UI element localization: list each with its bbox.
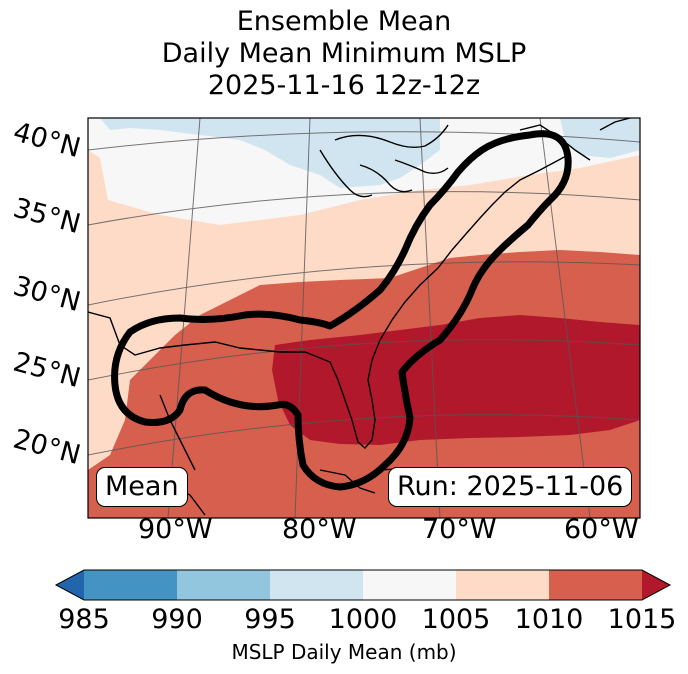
title-line-3: 2025-11-16 12z-12z	[207, 70, 481, 101]
colorbar-label: MSLP Daily Mean (mb)	[231, 640, 457, 664]
colorbar-tick-995: 995	[244, 604, 296, 635]
lon-label-80w: 80°W	[282, 514, 357, 545]
colorbar-segment	[549, 570, 643, 600]
colorbar-extend-low	[56, 570, 84, 600]
colorbar-segment	[84, 570, 178, 600]
run-date-box: Run: 2025-11-06	[388, 467, 633, 507]
field-995-1000-east	[560, 118, 640, 158]
mean-label-box: Mean	[96, 467, 188, 507]
lon-label-60w: 60°W	[564, 514, 639, 545]
map-panel	[87, 117, 641, 519]
colorbar-tick-1015: 1015	[607, 604, 677, 635]
colorbar-segment	[456, 570, 550, 600]
colorbar-tick-985: 985	[58, 604, 110, 635]
colorbar-segment	[270, 570, 364, 600]
ensemble-contour	[111, 130, 572, 491]
colorbar-segment	[363, 570, 457, 600]
colorbar-extend-high	[642, 570, 670, 600]
field-1015-plus	[272, 315, 640, 445]
colorbar-segment	[177, 570, 271, 600]
title-line-1: Ensemble Mean	[236, 6, 452, 37]
lon-label-70w: 70°W	[422, 514, 497, 545]
colorbar-tick-1010: 1010	[514, 604, 584, 635]
map-frame	[87, 117, 641, 519]
title-line-2: Daily Mean Minimum MSLP	[161, 38, 527, 69]
colorbar-tick-1000: 1000	[328, 604, 398, 635]
lon-label-90w: 90°W	[138, 514, 213, 545]
colorbar	[54, 569, 672, 601]
colorbar-tick-990: 990	[151, 604, 203, 635]
colorbar-tick-1005: 1005	[421, 604, 491, 635]
colorbar-outline	[54, 569, 672, 601]
